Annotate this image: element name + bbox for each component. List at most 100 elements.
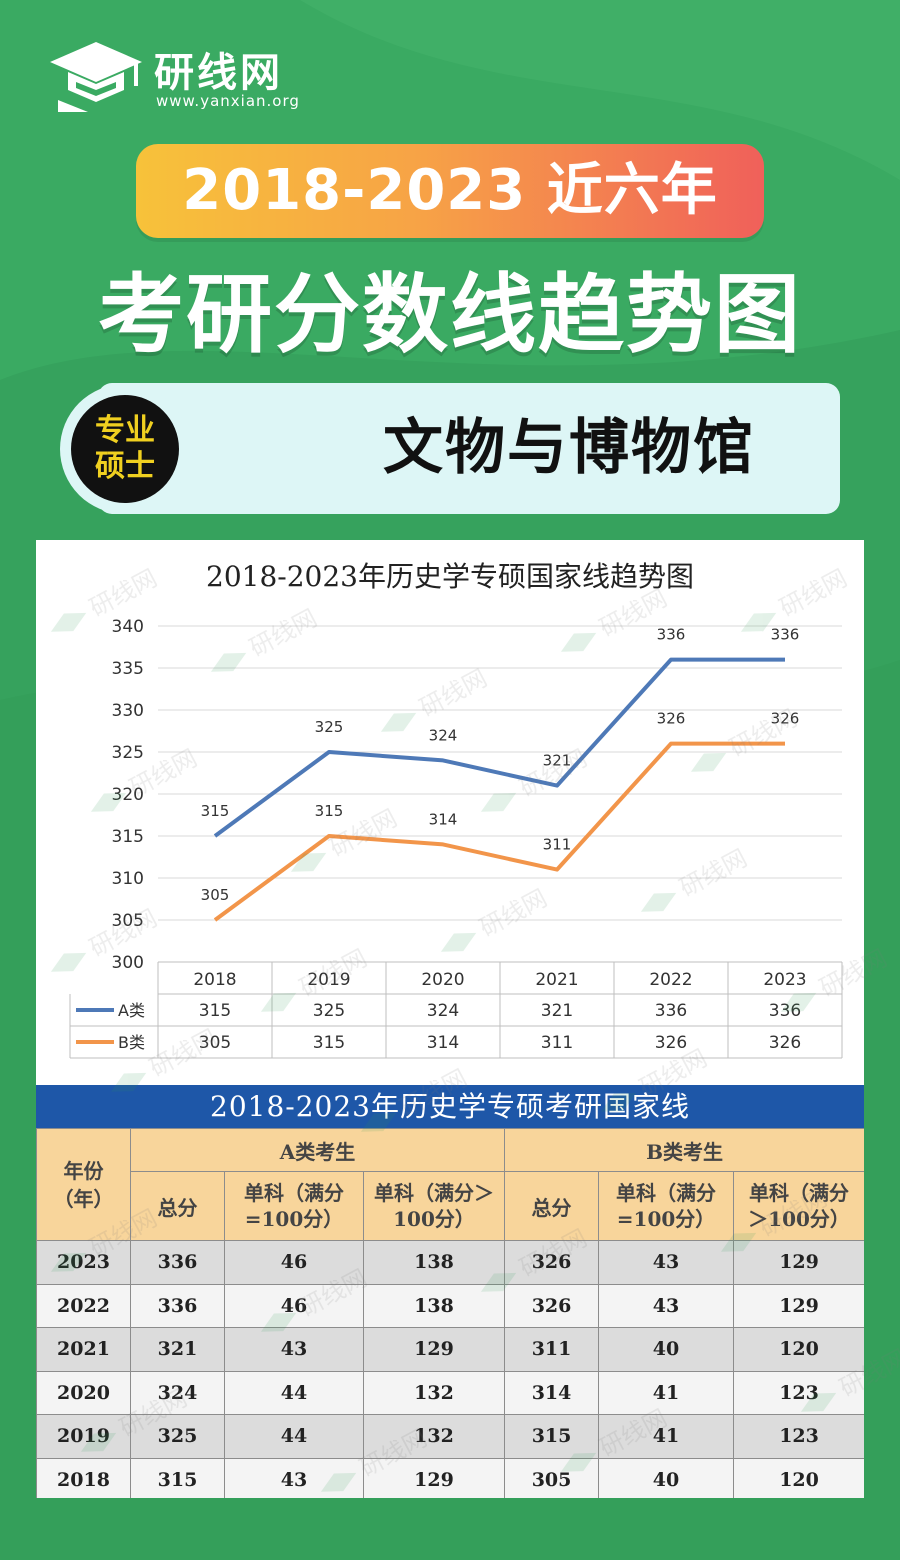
table-cell-a-s100: 43 [224, 1327, 364, 1372]
legend-label-a: A类 [118, 1001, 145, 1020]
a-singleover-header: 单科（满分＞100分） [362, 1171, 506, 1241]
table-cell-b-total: 326 [504, 1283, 600, 1328]
table-row: 2018 315 43 129 305 40 120 [36, 1457, 864, 1498]
data-table-cell: 325 [313, 1001, 345, 1021]
trend-chart: 2018-2023年历史学专硕国家线趋势图 300 305 310 315 320 325… [36, 540, 864, 1085]
table-cell-b-sover: 120 [733, 1457, 864, 1498]
x-tick-label: 2018 [193, 970, 236, 990]
table-cell-b-s100: 40 [598, 1457, 735, 1498]
table-cell-a-s100: 46 [224, 1283, 364, 1328]
trend-chart-svg: 2018-2023年历史学专硕国家线趋势图 300 305 310 315 320 325… [69, 560, 843, 1059]
table-cell-year: 2022 [36, 1283, 131, 1328]
table-cell-year: 2020 [36, 1370, 131, 1415]
table-cell-a-sover: 129 [362, 1457, 506, 1498]
table-title: 2018-2023年历史学专硕考研国家线 [36, 1085, 864, 1128]
data-label: 311 [543, 836, 572, 854]
table-cell-b-sover: 120 [733, 1327, 864, 1372]
y-tick-label: 335 [112, 659, 144, 679]
data-table-cell: 305 [199, 1033, 231, 1053]
subject-name: 文物与博物馆 [383, 413, 755, 483]
b-total-header: 总分 [504, 1171, 600, 1241]
data-table-cell: 321 [541, 1001, 573, 1021]
table-cell-b-total: 311 [504, 1327, 600, 1372]
table-cell-year: 2018 [36, 1457, 131, 1498]
data-table-cell: 324 [427, 1001, 459, 1021]
table-cell-year: 2023 [36, 1240, 131, 1285]
y-tick-label: 315 [112, 827, 144, 847]
data-table-cell: 336 [655, 1001, 687, 1021]
data-label: 315 [201, 802, 230, 820]
table-cell-a-s100: 43 [224, 1457, 364, 1498]
table-cell-a-sover: 132 [362, 1414, 506, 1459]
table-cell-a-s100: 44 [224, 1370, 364, 1415]
y-tick-label: 310 [112, 869, 144, 889]
data-table-cell: 311 [541, 1033, 573, 1053]
graduation-cap-icon [50, 42, 142, 112]
table-cell-a-sover: 132 [362, 1370, 506, 1415]
table-cell-b-s100: 41 [598, 1370, 735, 1415]
data-label: 336 [771, 626, 800, 644]
table-cell-a-total: 336 [130, 1283, 225, 1328]
table-cell-b-total: 326 [504, 1240, 600, 1285]
table-cell-a-total: 324 [130, 1370, 225, 1415]
data-label: 336 [657, 626, 686, 644]
data-label: 314 [429, 810, 458, 828]
score-table-panel: 2018-2023年历史学专硕考研国家线 年份（年） A类考生 B类考生 总分 … [36, 1085, 864, 1498]
table-cell-year: 2019 [36, 1414, 131, 1459]
table-cell-b-sover: 129 [733, 1240, 864, 1285]
table-row: 2022 336 46 138 326 43 129 [36, 1283, 864, 1328]
table-cell-b-sover: 129 [733, 1283, 864, 1328]
b-single100-header: 单科（满分=100分） [598, 1171, 735, 1241]
table-cell-b-sover: 123 [733, 1414, 864, 1459]
degree-badge: 专业 硕士 [71, 395, 179, 503]
legend-label-b: B类 [118, 1033, 145, 1052]
b-singleover-header: 单科（满分＞100分） [733, 1171, 864, 1241]
data-label: 326 [657, 710, 686, 728]
group-b-header: B类考生 [504, 1128, 864, 1172]
table-cell-b-s100: 43 [598, 1283, 735, 1328]
table-row: 2019 325 44 132 315 41 123 [36, 1414, 864, 1459]
page-title: 考研分数线趋势图 [98, 265, 802, 365]
table-cell-a-total: 336 [130, 1240, 225, 1285]
badge-line-2: 硕士 [95, 449, 155, 484]
brand-name: 研线网 [154, 50, 283, 96]
group-a-header: A类考生 [129, 1128, 506, 1172]
x-tick-label: 2022 [649, 970, 692, 990]
brand-logo: 研线网 www.yanxian.org [48, 36, 318, 116]
data-table-cell: 315 [313, 1033, 345, 1053]
x-tick-label: 2019 [307, 970, 350, 990]
table-cell-a-sover: 129 [362, 1327, 506, 1372]
years-banner: 2018-2023 近六年 [136, 144, 764, 238]
table-cell-b-sover: 123 [733, 1370, 864, 1415]
table-row: 2021 321 43 129 311 40 120 [36, 1327, 864, 1372]
data-label: 324 [429, 726, 458, 744]
table-row: 2023 336 46 138 326 43 129 [36, 1240, 864, 1285]
series-line-b [213, 741, 785, 922]
data-table-cell: 336 [769, 1001, 801, 1021]
y-tick-label: 320 [112, 785, 144, 805]
x-tick-label: 2021 [535, 970, 578, 990]
data-label: 315 [315, 802, 344, 820]
subject-banner: 文物与博物馆 [98, 383, 840, 514]
y-tick-label: 340 [112, 617, 144, 637]
data-table-cell: 315 [199, 1001, 231, 1021]
x-tick-label: 2023 [763, 970, 806, 990]
table-cell-b-s100: 40 [598, 1327, 735, 1372]
a-total-header: 总分 [130, 1171, 225, 1241]
y-tick-label: 300 [112, 953, 144, 973]
series-line-a [213, 657, 785, 838]
data-table-cell: 326 [655, 1033, 687, 1053]
y-tick-label: 325 [112, 743, 144, 763]
x-tick-label: 2020 [421, 970, 464, 990]
table-cell-a-total: 325 [130, 1414, 225, 1459]
y-tick-label: 330 [112, 701, 144, 721]
table-cell-b-total: 315 [504, 1414, 600, 1459]
table-cell-b-s100: 43 [598, 1240, 735, 1285]
table-cell-a-sover: 138 [362, 1283, 506, 1328]
y-tick-label: 305 [112, 911, 144, 931]
data-label: 305 [201, 886, 230, 904]
year-header: 年份（年） [36, 1128, 131, 1241]
table-cell-b-total: 314 [504, 1370, 600, 1415]
score-table: 年份（年） A类考生 B类考生 总分 单科（满分=100分） 单科（满分＞100… [36, 1128, 864, 1498]
chart-title: 2018-2023年历史学专硕国家线趋势图 [206, 560, 694, 593]
